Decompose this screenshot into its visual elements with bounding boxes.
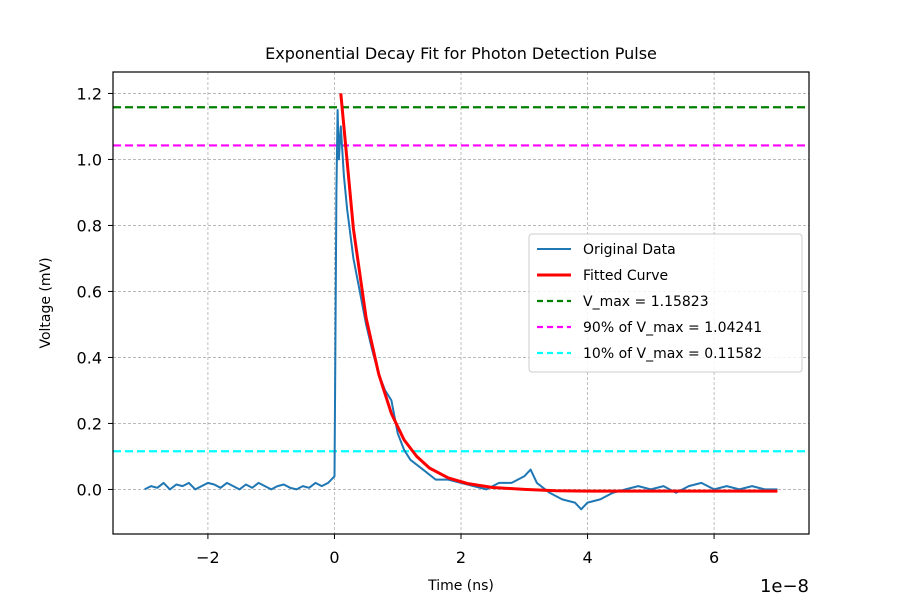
legend-label: Fitted Curve (583, 268, 668, 284)
x-tick-label: −2 (196, 548, 220, 567)
legend-label: 90% of V_max = 1.04241 (583, 320, 762, 336)
chart-title: Exponential Decay Fit for Photon Detecti… (265, 44, 657, 63)
reference-lines (113, 106, 809, 453)
y-tick-label: 1.2 (77, 84, 102, 103)
legend-label: V_max = 1.15823 (583, 294, 709, 310)
y-tick-label: 0.0 (77, 480, 102, 499)
fitted-curve-line (339, 93, 778, 493)
legend: Original Data Fitted Curve V_max = 1.15823… (528, 233, 803, 373)
x-axis-offset-label: 1e−8 (760, 576, 809, 597)
x-tick-label: 0 (329, 548, 339, 567)
y-tick-label: 1.0 (77, 150, 102, 169)
legend-box (528, 233, 803, 373)
y-tick-label: 0.2 (77, 414, 102, 433)
y-tick-label: 0.8 (77, 216, 102, 235)
y-tick-label: 0.6 (77, 282, 102, 301)
x-tick-label: 4 (582, 548, 592, 567)
legend-label: 10% of V_max = 0.11582 (583, 346, 762, 362)
y-tick-label: 0.4 (77, 348, 102, 367)
x-axis-label: Time (ns) (427, 578, 494, 594)
x-axis-ticks: −2 0 2 4 6 (196, 534, 719, 567)
x-tick-label: 6 (709, 548, 719, 567)
legend-label: Original Data (583, 242, 676, 258)
y-axis-ticks: 0.0 0.2 0.4 0.6 0.8 1.0 1.2 (77, 84, 113, 499)
original-data-line (144, 109, 778, 511)
y-axis-label: Voltage (mV) (38, 257, 54, 348)
series-group (144, 93, 778, 511)
x-tick-label: 2 (456, 548, 466, 567)
